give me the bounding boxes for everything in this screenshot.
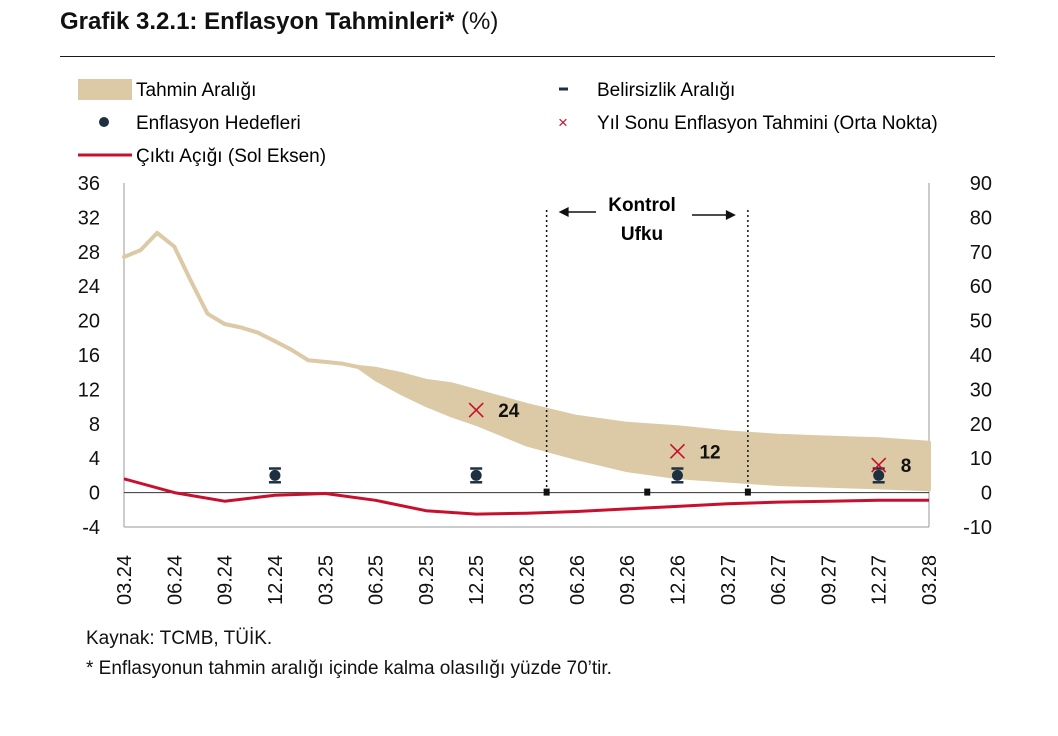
x-axis-tick-label: 06.26: [567, 555, 589, 605]
year-end-forecast-label: 8: [901, 456, 912, 477]
x-axis-tick-label: 03.26: [517, 555, 539, 605]
right-axis-tick-label: 20: [970, 414, 992, 436]
inflation-target-point: [269, 469, 281, 481]
legend-year-end-label: Yıl Sonu Enflasyon Tahmini (Orta Nokta): [597, 113, 938, 134]
legend-year-end-marker: ×: [558, 113, 568, 132]
x-axis-tick-label: 09.25: [416, 555, 438, 605]
x-axis-tick-label: 06.25: [366, 555, 388, 605]
x-axis-tick-label: 06.24: [164, 555, 186, 605]
x-axis-tick-label: 09.26: [617, 555, 639, 605]
left-axis-tick-label: 8: [89, 414, 100, 436]
left-axis-tick-label: 20: [78, 311, 100, 333]
left-axis-tick-label: 32: [78, 207, 100, 229]
output-gap-line: [123, 477, 929, 516]
x-axis-tick-label: 09.27: [818, 555, 840, 605]
legend-uncertainty-label: Belirsizlik Aralığı: [597, 80, 735, 101]
right-axis-tick-label: 40: [970, 345, 992, 367]
horizon-marker: [744, 488, 751, 496]
legend-output-gap-label: Çıktı Açığı (Sol Eksen): [136, 146, 326, 167]
x-axis-tick-label: 09.24: [215, 555, 237, 605]
legend: Tahmin Aralığı Enflasyon Hedefleri Çıktı…: [78, 79, 938, 167]
right-axis-tick-label: 80: [970, 207, 992, 229]
x-axis-tick-label: 12.26: [667, 555, 689, 605]
chart-title-main: Grafik 3.2.1: Enflasyon Tahminleri*: [60, 8, 455, 35]
chart-title: Grafik 3.2.1: Enflasyon Tahminleri* (%): [60, 8, 498, 36]
right-axis-tick-label: 0: [981, 483, 992, 505]
horizon-marker: [644, 488, 651, 496]
year-end-forecast-point: [468, 402, 484, 418]
x-axis-tick-label: 03.24: [114, 555, 136, 605]
footnote: * Enflasyonun tahmin aralığı içinde kalm…: [86, 658, 612, 679]
right-axis-tick-label: 60: [970, 276, 992, 298]
left-axis-tick-label: 36: [78, 173, 100, 195]
plot-area: 2412836322824201612840-49080706050403020…: [78, 173, 992, 605]
x-axis-tick-label: 12.25: [466, 555, 488, 605]
chart-notes: Kaynak: TCMB, TÜİK. * Enflasyonun tahmin…: [86, 624, 612, 684]
left-axis-tick-label: 4: [89, 448, 100, 470]
title-divider: [60, 56, 995, 57]
x-axis-tick-label: 12.27: [869, 555, 891, 605]
right-axis-tick-label: 10: [970, 448, 992, 470]
forecast-band: [122, 230, 931, 492]
left-axis-tick-label: 24: [78, 276, 100, 298]
x-axis-tick-label: 03.28: [919, 555, 941, 605]
control-horizon-label-line1: Kontrol: [608, 195, 676, 216]
inflation-forecast-chart: Tahmin Aralığı Enflasyon Hedefleri Çıktı…: [78, 79, 992, 605]
left-axis-tick-label: 28: [78, 242, 100, 264]
control-horizon-label-line2: Ufku: [621, 224, 663, 245]
x-axis-tick-label: 03.25: [315, 555, 337, 605]
year-end-forecast-label: 24: [498, 401, 520, 422]
left-axis-tick-label: 16: [78, 345, 100, 367]
right-axis-tick-label: 30: [970, 379, 992, 401]
year-end-forecast-label: 12: [699, 442, 720, 463]
control-horizon-arrowhead-left: [558, 207, 569, 217]
year-end-forecast-point: [871, 457, 887, 473]
left-axis-tick-label: 12: [78, 379, 100, 401]
inflation-target-point: [671, 469, 683, 481]
legend-target-label: Enflasyon Hedefleri: [136, 113, 301, 134]
inflation-target-point: [873, 469, 885, 481]
right-axis-tick-label: 90: [970, 173, 992, 195]
chart-title-unit: (%): [461, 8, 499, 35]
source-note: Kaynak: TCMB, TÜİK.: [86, 628, 273, 649]
x-axis-tick-label: 06.27: [768, 555, 790, 605]
left-axis-tick-label: 0: [89, 483, 100, 505]
legend-band-label: Tahmin Aralığı: [136, 80, 256, 101]
legend-target-marker: [99, 117, 109, 127]
right-axis-tick-label: 50: [970, 311, 992, 333]
legend-band-swatch: [78, 79, 132, 100]
right-axis-tick-label: 70: [970, 242, 992, 264]
control-horizon-arrowhead-right: [725, 210, 736, 220]
right-axis-tick-label: -10: [963, 517, 992, 539]
x-axis-tick-label: 03.27: [718, 555, 740, 605]
inflation-target-point: [470, 469, 482, 481]
year-end-forecast-point: [669, 443, 686, 459]
x-axis-tick-label: 12.24: [265, 555, 287, 605]
left-axis-tick-label: -4: [82, 517, 100, 539]
horizon-marker: [543, 488, 550, 496]
